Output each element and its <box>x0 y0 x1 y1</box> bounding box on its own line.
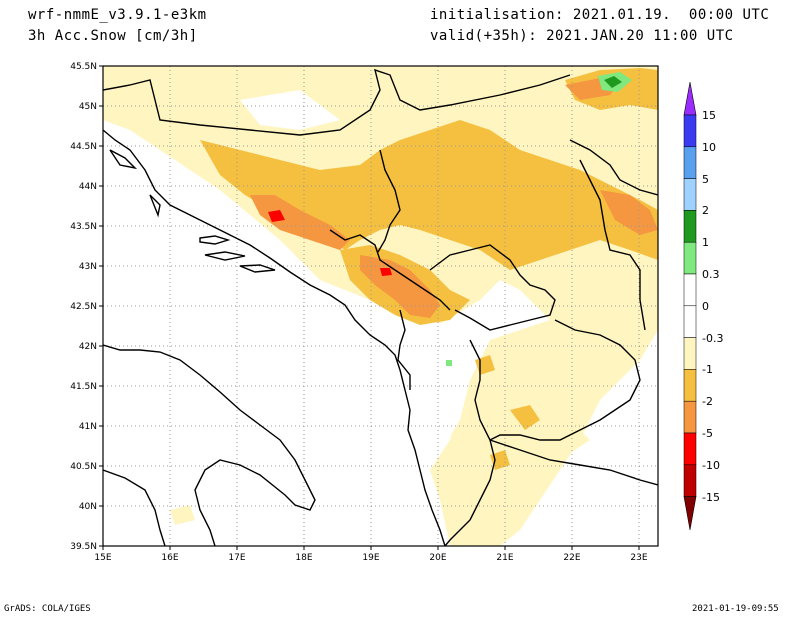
colorbar <box>683 81 697 531</box>
map-ticks <box>99 65 640 550</box>
border-greece-albania <box>444 519 471 546</box>
border-greece <box>489 439 658 486</box>
snow-area-orange <box>200 120 658 270</box>
model-name: wrf-nmmE_v3.9.1-e3km <box>28 7 207 23</box>
lon-label: 17E <box>228 553 245 563</box>
lon-label: 21E <box>496 553 513 563</box>
colorbar-label: 0.3 <box>702 268 720 281</box>
lat-labels: 45.5N 45N 44.5N 44N 43.5N 43N 42.5N 42N … <box>70 62 97 552</box>
lat-label: 45N <box>79 102 97 112</box>
lon-labels: 15E 16E 17E 18E 19E 20E 21E 22E 23E <box>94 553 647 563</box>
snow-area-dark-orange-e <box>600 190 658 235</box>
snow-area-dark-orange <box>250 195 350 250</box>
colorbar-segment <box>683 369 697 402</box>
lat-label: 41.5N <box>70 382 97 392</box>
border-bosnia-montenegro <box>329 229 451 311</box>
colorbar-label: 10 <box>702 141 716 154</box>
colorbar-label: 5 <box>702 173 709 186</box>
init-time: initialisation: 2021.01.19. 00:00 UTC <box>430 7 770 23</box>
colorbar-segment <box>683 178 697 211</box>
snow-area-green <box>604 76 622 88</box>
lon-label: 20E <box>429 553 446 563</box>
colorbar-segment <box>683 146 697 179</box>
lat-label: 40.5N <box>70 462 97 472</box>
snow-area-orange-s <box>475 355 540 470</box>
colorbar-label: 0 <box>702 300 709 313</box>
valid-time: valid(+35h): 2021.JAN.20 11:00 UTC <box>430 28 734 44</box>
italy-coast <box>103 344 316 546</box>
coastlines-borders <box>103 68 658 546</box>
lon-label: 22E <box>563 553 580 563</box>
colorbar-segment <box>683 210 697 243</box>
lon-label: 23E <box>630 553 647 563</box>
colorbar-label: 1 <box>702 236 709 249</box>
island-north <box>109 149 161 218</box>
colorbar-label: -0.3 <box>702 332 723 345</box>
colorbar-segment <box>683 241 697 275</box>
lon-label: 19E <box>362 553 379 563</box>
island-brac <box>199 235 231 245</box>
border-serbia-romania <box>569 139 658 196</box>
lat-label: 43.5N <box>70 222 97 232</box>
footer-credit: GrADS: COLA/IGES <box>4 604 91 614</box>
italy-heel <box>103 469 166 546</box>
lat-label: 42N <box>79 342 97 352</box>
colorbar-arrow-bottom <box>683 496 697 531</box>
footer-timestamp: 2021-01-19-09:55 <box>692 604 779 614</box>
border-serbia-kosovo <box>429 244 556 331</box>
colorbar-label: -15 <box>702 491 720 504</box>
lat-label: 41N <box>79 422 97 432</box>
border-albania-macedonia <box>469 339 496 521</box>
adriatic-coast-east <box>103 129 446 546</box>
colorbar-segment <box>683 305 697 338</box>
colorbar-segment <box>683 432 697 466</box>
lon-label: 15E <box>94 553 111 563</box>
border-bosnia-serbia <box>377 149 401 253</box>
snow-free-gap-2 <box>240 90 340 130</box>
border-macedonia-bulgaria <box>489 319 641 441</box>
variable-name: 3h Acc.Snow [cm/3h] <box>28 28 198 44</box>
lat-label: 40N <box>79 502 97 512</box>
colorbar-labels: 15 10 5 2 1 0.3 0 -0.3 -1 -2 -5 -10 -15 <box>702 109 723 504</box>
colorbar-segment <box>683 400 697 434</box>
colorbar-label: -2 <box>702 395 713 408</box>
lat-label: 45.5N <box>70 62 97 72</box>
colorbar-label: -1 <box>702 363 713 376</box>
colorbar-label: -5 <box>702 427 713 440</box>
island-hvar <box>204 251 246 261</box>
lat-label: 39.5N <box>70 542 97 552</box>
colorbar-label: 15 <box>702 109 716 122</box>
snow-area-green-spot <box>446 360 452 366</box>
lon-label: 18E <box>295 553 312 563</box>
snow-area-red <box>268 210 392 276</box>
snow-area-pale-south <box>460 390 590 520</box>
colorbar-label: -10 <box>702 459 720 472</box>
lat-label: 44N <box>79 182 97 192</box>
colorbar-segment <box>683 464 697 497</box>
lon-label: 16E <box>161 553 178 563</box>
lat-label: 43N <box>79 262 97 272</box>
border-bulgaria-north <box>579 159 646 331</box>
colorbar-segment <box>683 337 697 370</box>
island-korcula <box>239 264 276 273</box>
snow-field <box>103 66 658 546</box>
lat-label: 42.5N <box>70 302 97 312</box>
snow-area-dark-orange-2 <box>360 255 440 318</box>
colorbar-segment <box>683 273 697 307</box>
colorbar-arrow-top <box>683 81 697 116</box>
map-grid <box>103 66 658 546</box>
border-north <box>103 68 571 136</box>
snow-area-pale-spot <box>170 505 195 525</box>
snow-free-gap <box>420 280 550 470</box>
border-montenegro-albania <box>397 309 411 390</box>
lat-label: 44.5N <box>70 142 97 152</box>
colorbar-label: 2 <box>702 204 709 217</box>
colorbar-segment <box>683 114 697 148</box>
